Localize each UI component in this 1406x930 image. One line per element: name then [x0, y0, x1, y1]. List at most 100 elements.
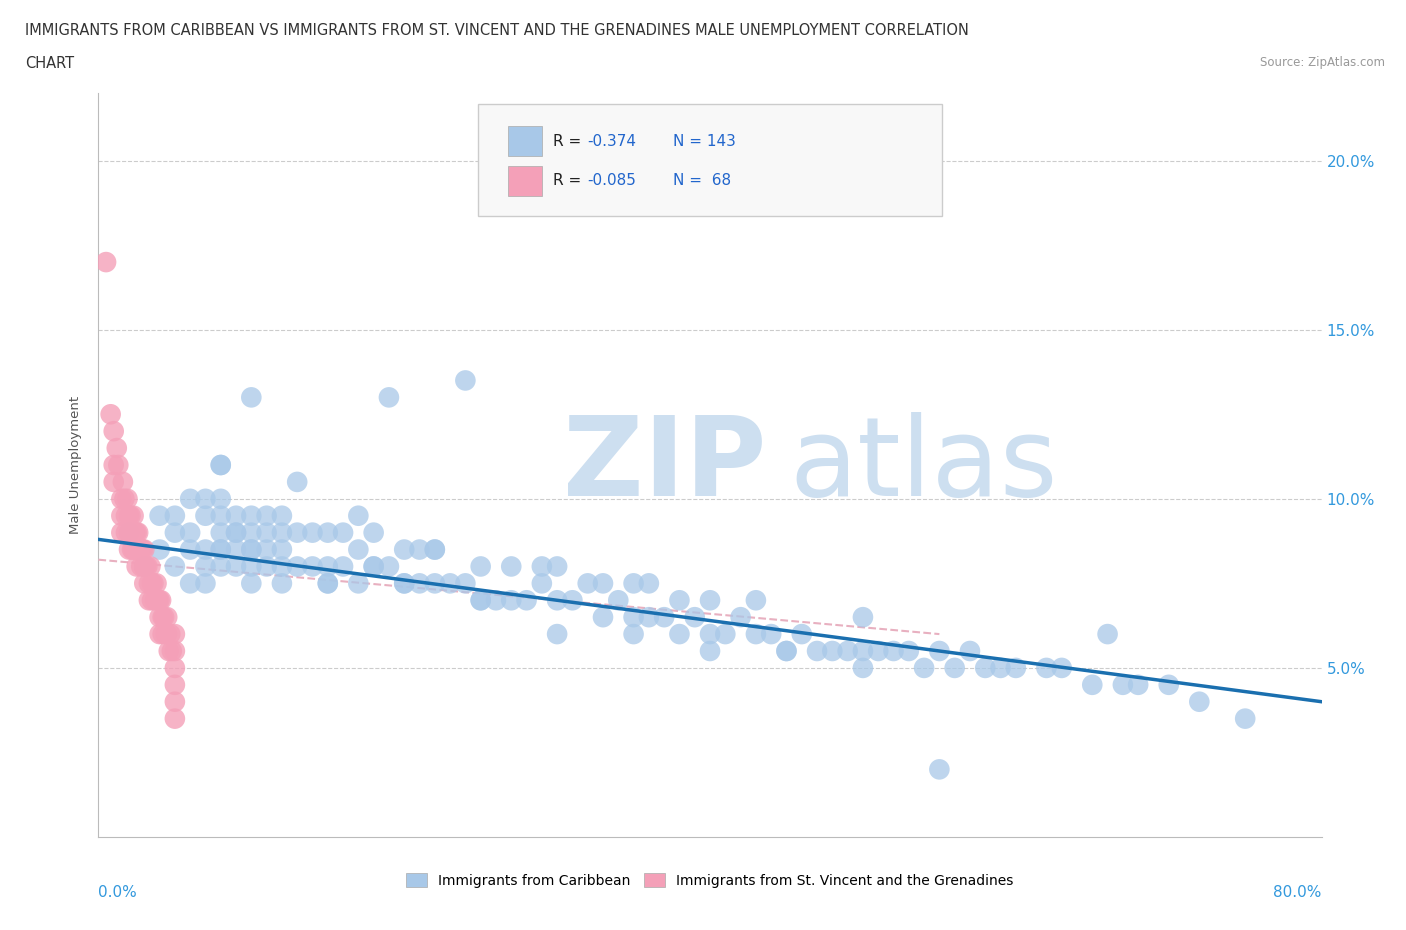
Point: [105, 441, 128, 456]
Point: [225, 559, 247, 574]
Point: [112, 491, 135, 506]
Point: [94, 255, 117, 270]
Point: [209, 542, 232, 557]
Point: [163, 627, 186, 642]
Text: N =  68: N = 68: [673, 173, 731, 188]
Point: [135, 559, 157, 574]
Point: [316, 576, 339, 591]
Point: [134, 576, 156, 591]
Point: [139, 559, 162, 574]
Point: [408, 542, 430, 557]
Point: [454, 373, 477, 388]
Point: [153, 610, 176, 625]
Point: [270, 542, 292, 557]
Point: [117, 491, 139, 506]
Point: [363, 559, 385, 574]
Point: [637, 576, 661, 591]
Point: [959, 644, 981, 658]
Point: [759, 627, 782, 642]
Point: [129, 542, 152, 557]
Point: [607, 592, 630, 607]
Point: [256, 509, 278, 524]
Point: [152, 627, 174, 642]
Point: [149, 542, 172, 557]
Point: [121, 525, 143, 540]
Point: [225, 509, 247, 524]
Point: [134, 559, 156, 574]
Point: [316, 576, 339, 591]
Point: [107, 458, 129, 472]
Point: [163, 509, 186, 524]
Point: [145, 576, 167, 591]
Point: [270, 559, 292, 574]
Point: [209, 542, 232, 557]
Point: [118, 525, 141, 540]
Text: N = 143: N = 143: [673, 134, 737, 149]
Point: [163, 677, 186, 692]
Point: [209, 559, 232, 574]
FancyBboxPatch shape: [508, 166, 543, 195]
Point: [852, 644, 875, 658]
Point: [156, 610, 179, 625]
Point: [714, 627, 737, 642]
Point: [423, 542, 446, 557]
Point: [256, 525, 278, 540]
Text: 0.0%: 0.0%: [98, 885, 138, 900]
Point: [120, 509, 142, 524]
Point: [138, 592, 160, 607]
Point: [990, 660, 1012, 675]
Point: [775, 644, 797, 658]
Point: [837, 644, 859, 658]
Point: [122, 509, 145, 524]
Point: [928, 644, 950, 658]
Point: [256, 542, 278, 557]
Point: [179, 491, 201, 506]
Point: [118, 542, 141, 557]
Legend: Immigrants from Caribbean, Immigrants from St. Vincent and the Grenadines: Immigrants from Caribbean, Immigrants fr…: [401, 868, 1019, 894]
Point: [852, 610, 875, 625]
Point: [470, 592, 492, 607]
Point: [100, 406, 122, 421]
Point: [821, 644, 844, 658]
Point: [160, 644, 183, 658]
Point: [194, 491, 217, 506]
Point: [897, 644, 920, 658]
Point: [363, 525, 385, 540]
Point: [316, 525, 339, 540]
Point: [1081, 677, 1104, 692]
Point: [121, 542, 143, 557]
Text: atlas: atlas: [790, 411, 1059, 519]
FancyBboxPatch shape: [478, 104, 942, 216]
Point: [179, 576, 201, 591]
Point: [576, 576, 599, 591]
Point: [179, 542, 201, 557]
Point: [392, 576, 416, 591]
Point: [141, 592, 163, 607]
Text: R =: R =: [554, 173, 586, 188]
Point: [111, 474, 134, 489]
Point: [530, 576, 553, 591]
Point: [163, 660, 186, 675]
Point: [256, 559, 278, 574]
Point: [132, 542, 155, 557]
Point: [501, 559, 523, 574]
Point: [423, 542, 446, 557]
Point: [128, 542, 150, 557]
Point: [194, 542, 217, 557]
Point: [470, 559, 492, 574]
Point: [852, 660, 875, 675]
Point: [122, 542, 145, 557]
Point: [136, 559, 159, 574]
Point: [332, 525, 354, 540]
Point: [138, 576, 160, 591]
Point: [806, 644, 828, 658]
Point: [301, 559, 323, 574]
Point: [699, 627, 721, 642]
Point: [683, 610, 706, 625]
Point: [225, 525, 247, 540]
Point: [378, 390, 401, 405]
Point: [240, 542, 263, 557]
Point: [240, 525, 263, 540]
Point: [127, 525, 149, 540]
Point: [115, 525, 138, 540]
